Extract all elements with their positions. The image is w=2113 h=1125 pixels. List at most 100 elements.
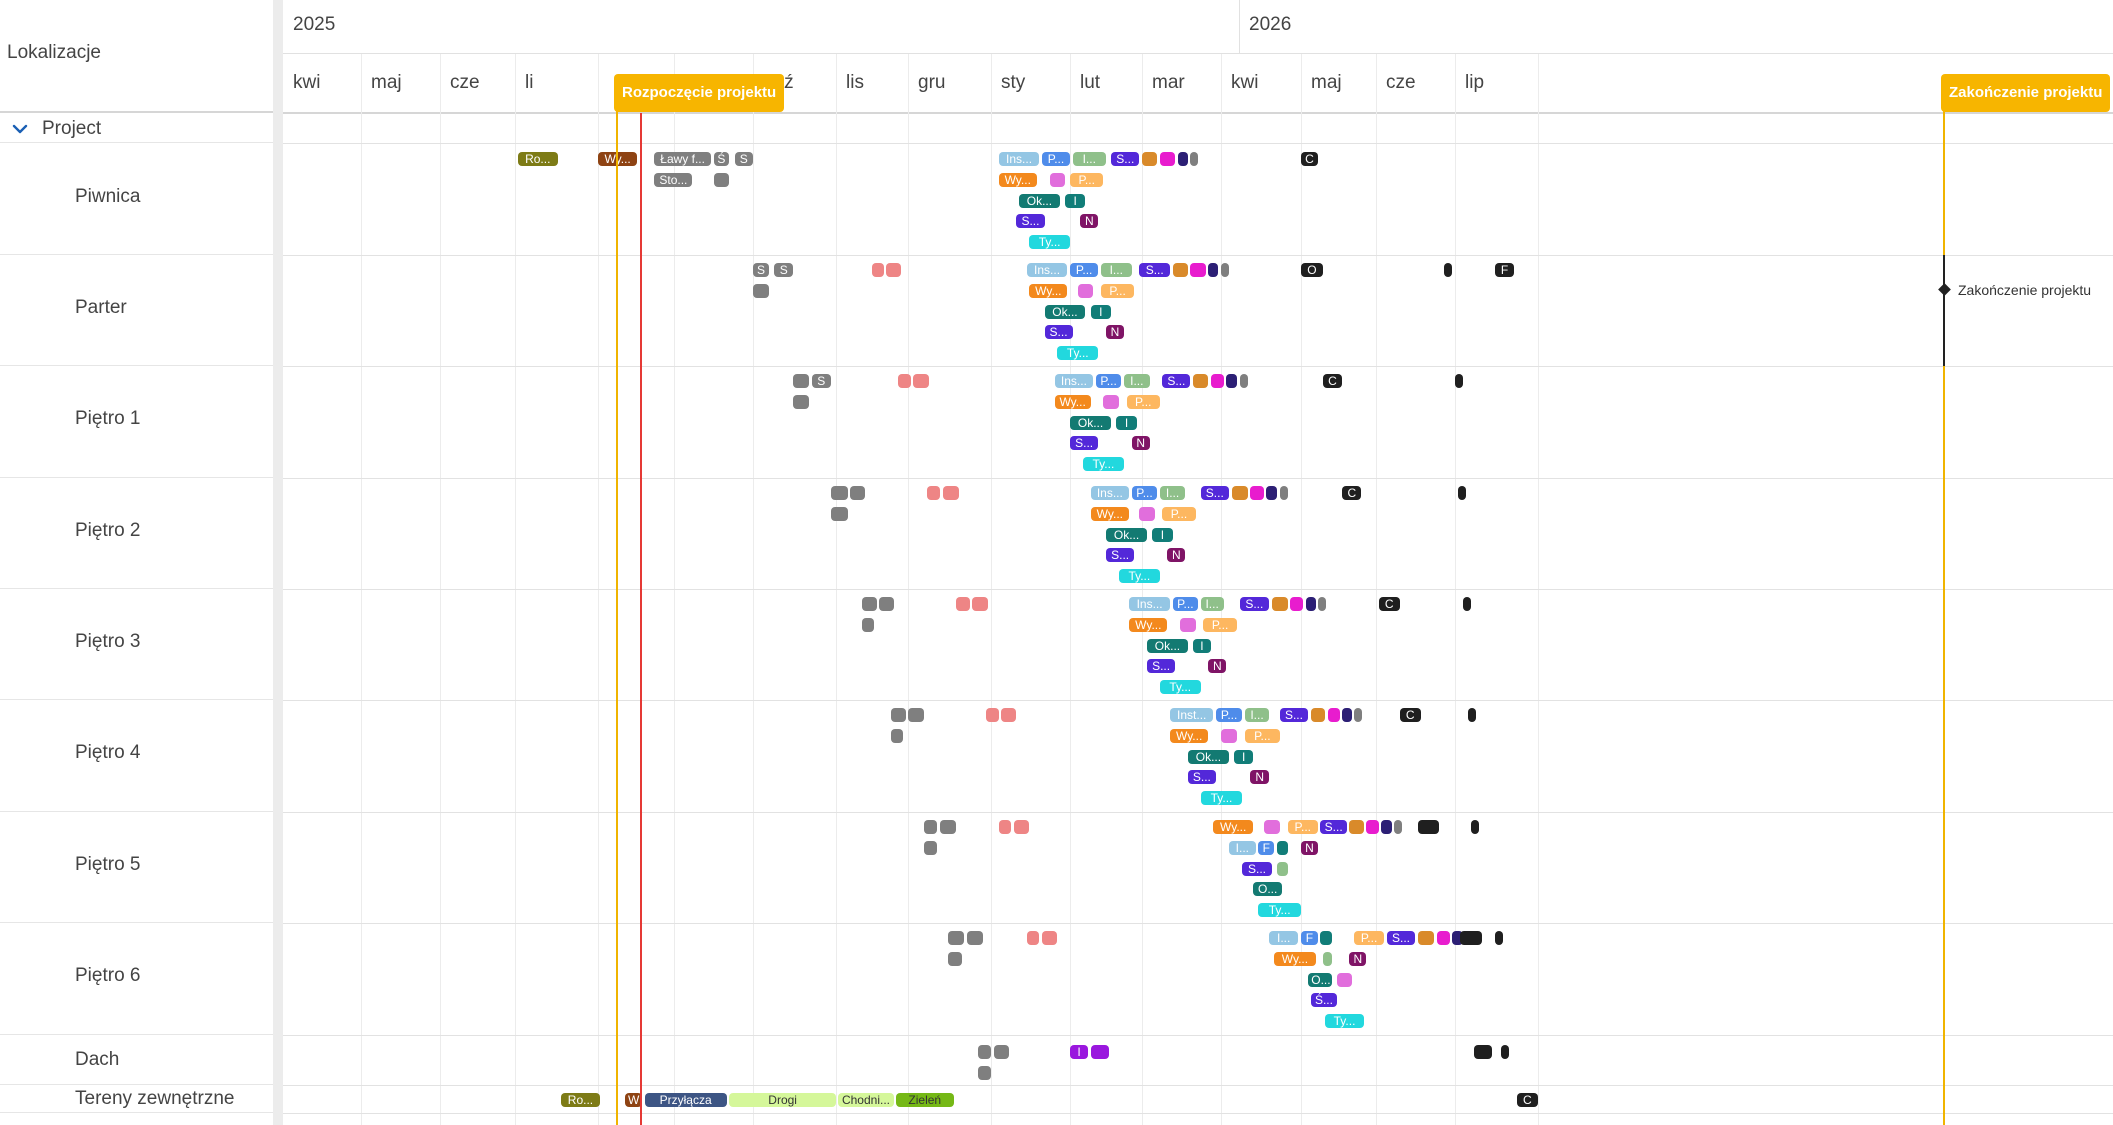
task-bar[interactable]: N [1167,548,1185,562]
task-bar[interactable] [978,1066,991,1080]
task-bar[interactable]: Ś... [1311,993,1338,1007]
task-bar[interactable] [1091,1045,1109,1059]
task-bar[interactable]: Ławy f... [654,152,710,166]
location-row[interactable]: Dach [0,1035,273,1085]
task-bar[interactable] [940,820,956,834]
task-bar[interactable]: P... [1132,486,1158,500]
task-bar[interactable] [714,173,730,187]
location-row[interactable]: Piętro 5 [0,812,273,923]
task-bar[interactable] [1226,374,1237,388]
task-bar[interactable]: S... [1188,770,1216,784]
task-bar[interactable]: Ty... [1160,680,1201,694]
task-bar[interactable]: I [1065,194,1086,208]
task-bar[interactable] [999,820,1012,834]
task-bar[interactable] [831,507,848,521]
task-bar[interactable]: S... [1139,263,1170,277]
task-bar[interactable] [986,708,999,722]
task-bar[interactable]: I [1116,416,1137,430]
task-bar[interactable] [793,374,809,388]
task-bar[interactable]: S... [1162,374,1190,388]
task-bar[interactable]: C [1379,597,1400,611]
task-bar[interactable]: Chodni... [838,1093,893,1107]
task-bar[interactable] [1323,952,1333,966]
task-bar[interactable]: Inst... [1170,708,1213,722]
task-bar[interactable] [1460,931,1481,945]
task-bar[interactable] [1264,820,1280,834]
task-bar[interactable]: Wy... [999,173,1037,187]
task-bar[interactable]: Ins... [1055,374,1093,388]
task-bar[interactable]: P... [1070,263,1098,277]
task-bar[interactable] [1142,152,1157,166]
task-bar[interactable] [1342,708,1352,722]
task-bar[interactable]: C [1342,486,1361,500]
task-bar[interactable] [1328,708,1340,722]
task-bar[interactable]: F [1301,931,1318,945]
task-bar[interactable]: S... [1070,436,1098,450]
task-bar[interactable] [1318,597,1326,611]
task-bar[interactable] [872,263,884,277]
task-bar[interactable] [1320,931,1332,945]
task-bar[interactable]: N [1208,659,1226,673]
task-bar[interactable] [1366,820,1378,834]
task-bar[interactable] [1160,152,1175,166]
project-end-badge[interactable]: Zakończenie projektu [1941,74,2110,112]
task-bar[interactable]: I... [1101,263,1132,277]
task-bar[interactable] [1193,374,1208,388]
task-bar[interactable] [1250,486,1263,500]
task-bar[interactable] [1208,263,1218,277]
task-bar[interactable] [908,708,924,722]
task-bar[interactable] [948,931,964,945]
task-bar[interactable]: Zieleń [896,1093,954,1107]
task-bar[interactable]: Drogi [729,1093,836,1107]
task-bar[interactable]: Wy... [1055,395,1091,409]
task-bar[interactable]: Ty... [1083,457,1124,471]
task-bar[interactable] [1437,931,1450,945]
task-bar[interactable] [948,952,961,966]
task-bar[interactable]: I... [1073,152,1106,166]
task-bar[interactable]: Ty... [1057,346,1098,360]
task-bar[interactable]: C [1323,374,1342,388]
task-bar[interactable]: F [1495,263,1514,277]
task-bar[interactable]: Przyłącza [645,1093,727,1107]
task-bar[interactable] [1272,597,1288,611]
task-bar[interactable]: Ś [714,152,730,166]
task-bar[interactable]: Wy... [1213,820,1253,834]
task-bar[interactable] [1027,931,1040,945]
task-bar[interactable]: I... [1160,486,1185,500]
task-bar[interactable] [1221,263,1229,277]
task-bar[interactable] [898,374,910,388]
task-bar[interactable]: N [1080,214,1098,228]
task-bar[interactable]: N [1349,952,1366,966]
task-bar[interactable]: I [1070,1045,1088,1059]
task-bar[interactable]: S... [1240,597,1269,611]
task-bar[interactable] [1232,486,1248,500]
task-bar[interactable]: I [1091,305,1112,319]
task-bar[interactable] [886,263,900,277]
location-row[interactable]: Piwnica [0,144,273,255]
task-bar[interactable]: Wy... [1091,507,1130,521]
task-bar[interactable] [1277,862,1288,876]
task-bar[interactable]: N [1132,436,1150,450]
task-bar[interactable]: S [812,374,831,388]
task-bar[interactable] [1280,486,1288,500]
task-bar[interactable]: Ins... [1129,597,1170,611]
task-bar[interactable] [1178,152,1188,166]
task-bar[interactable] [1349,820,1364,834]
end-milestone-diamond-icon[interactable] [1938,283,1951,296]
task-bar[interactable]: Ro... [561,1093,601,1107]
task-bar[interactable]: Sto... [654,173,692,187]
task-bar[interactable]: Wy... [1129,618,1167,632]
task-bar[interactable] [1001,708,1016,722]
task-bar[interactable] [1455,374,1463,388]
task-bar[interactable]: P... [1173,597,1198,611]
task-bar[interactable]: Ok... [1045,305,1086,319]
task-bar[interactable] [913,374,929,388]
task-bar[interactable] [1173,263,1188,277]
task-bar[interactable]: Ty... [1029,235,1070,249]
task-bar[interactable] [1139,507,1154,521]
task-bar[interactable] [1418,931,1434,945]
task-bar[interactable] [967,931,983,945]
task-bar[interactable] [1266,486,1277,500]
task-bar[interactable]: Ins... [1091,486,1130,500]
project-group-row[interactable]: Project [0,115,273,143]
